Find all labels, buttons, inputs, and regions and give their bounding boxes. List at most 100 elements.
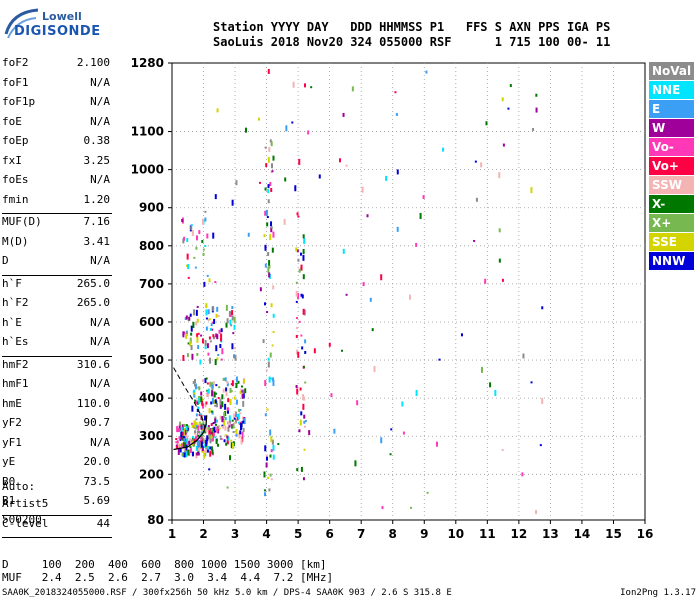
echo-point: [198, 430, 201, 435]
legend-item-e: E: [649, 100, 694, 118]
echo-point: [196, 401, 199, 405]
echo-point: [380, 437, 383, 444]
echo-point: [299, 419, 302, 426]
param-value: 73.5: [83, 474, 111, 488]
echo-point: [212, 232, 215, 239]
echo-point: [226, 438, 229, 445]
echo-point: [204, 210, 207, 213]
x-tick-label: 8: [389, 527, 397, 541]
echo-point: [203, 281, 206, 287]
echo-point: [263, 234, 266, 238]
echo-point: [272, 313, 275, 318]
echo-point: [195, 422, 198, 426]
echo-point: [301, 294, 304, 299]
echo-point: [224, 434, 227, 437]
echo-point: [227, 398, 230, 403]
echo-point: [267, 199, 270, 204]
x-tick-label: 3: [231, 527, 239, 541]
echo-point: [489, 382, 492, 388]
echo-point: [204, 378, 207, 384]
echo-point: [480, 162, 483, 168]
echo-point: [264, 492, 267, 497]
echo-point: [295, 317, 298, 320]
echo-point: [201, 338, 204, 344]
echo-point: [270, 436, 273, 443]
param-name: foF2: [2, 56, 29, 69]
echo-point: [214, 418, 217, 424]
echo-point: [269, 429, 272, 436]
echo-point: [302, 248, 305, 254]
echo-point: [198, 422, 201, 427]
echo-point: [225, 442, 228, 446]
echo-point: [270, 449, 273, 453]
param-name: yF2: [2, 416, 22, 429]
echo-point: [212, 334, 215, 338]
echo-point: [205, 449, 208, 454]
echo-point: [211, 449, 214, 455]
echo-point: [297, 292, 300, 299]
param-name: fxI: [2, 153, 22, 167]
footer-file-info: SAA0K_2018324055000.RSF / 300fx256h 50 k…: [2, 588, 452, 598]
echo-point: [298, 268, 301, 273]
echo-point: [221, 348, 224, 355]
echo-point: [208, 468, 211, 471]
echo-point: [194, 430, 197, 434]
param-row: hmF2 310.6: [2, 358, 110, 372]
echo-point: [473, 239, 476, 242]
echo-point: [191, 353, 194, 360]
echo-point: [271, 170, 274, 173]
echo-point: [194, 399, 197, 404]
echo-point: [223, 419, 226, 426]
y-tick-label: 700: [139, 277, 164, 291]
echo-point: [226, 382, 229, 387]
x-tick-label: 10: [447, 527, 464, 541]
echo-point: [481, 366, 484, 373]
echo-point: [233, 324, 236, 330]
x-tick-label: 9: [420, 527, 428, 541]
autoscaler-version: 500200: [2, 513, 42, 526]
echo-point: [231, 419, 234, 422]
echo-point: [206, 382, 209, 385]
echo-point: [201, 446, 204, 452]
echo-point: [294, 185, 297, 192]
param-name: hmF1: [2, 377, 29, 390]
echo-point: [225, 304, 228, 311]
echo-point: [194, 379, 197, 384]
y-tick-label: 900: [139, 201, 164, 215]
echo-point: [188, 440, 191, 445]
echo-point: [333, 428, 336, 434]
echo-point: [201, 403, 204, 409]
echo-point: [185, 333, 188, 339]
echo-point: [302, 366, 305, 369]
echo-point: [285, 125, 288, 132]
footer-distance-row: D 100 200 400 600 800 1000 1500 3000 [km…: [2, 558, 327, 571]
echo-point: [475, 197, 478, 202]
param-name: hmE: [2, 396, 22, 410]
echo-point: [396, 169, 399, 175]
echo-point: [223, 412, 226, 419]
echo-point: [214, 430, 217, 433]
echo-point: [229, 319, 232, 325]
echo-point: [303, 414, 306, 419]
echo-point: [240, 385, 243, 388]
echo-point: [530, 381, 533, 384]
echo-point: [380, 274, 383, 281]
echo-point: [301, 346, 304, 350]
param-value: N/A: [90, 377, 110, 390]
echo-point: [196, 441, 199, 448]
x-tick-label: 6: [325, 527, 333, 541]
echo-point: [303, 420, 306, 424]
param-name: foEp: [2, 134, 29, 147]
echo-point: [211, 437, 214, 442]
echo-point: [219, 415, 222, 420]
echo-point: [210, 410, 213, 413]
echo-point: [484, 278, 487, 284]
echo-point: [269, 473, 272, 477]
echo-point: [264, 413, 267, 417]
echo-point: [211, 321, 214, 324]
echo-point: [176, 446, 179, 450]
echo-point: [203, 415, 206, 421]
echo-point: [215, 313, 218, 318]
echo-point: [422, 195, 425, 200]
